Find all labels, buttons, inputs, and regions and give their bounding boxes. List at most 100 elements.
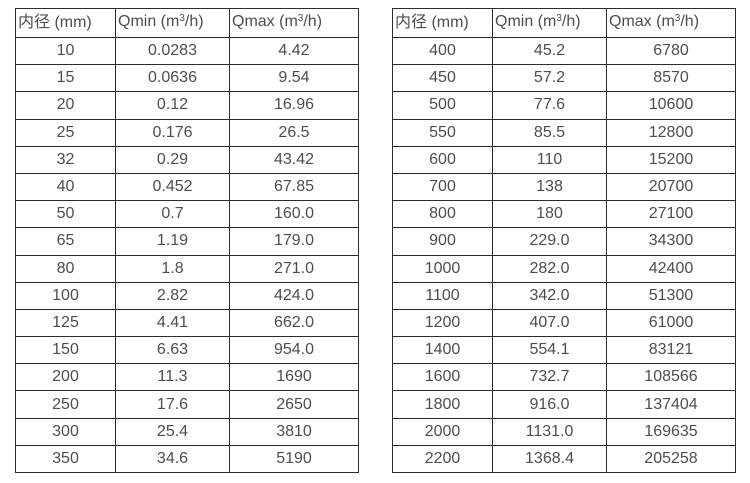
qmax-cell: 9.54 [229, 64, 359, 93]
qmax-cell: 67.85 [229, 172, 359, 202]
table-row: 40 0.452 67.85 [15, 172, 359, 202]
qmin-cell: 11.3 [115, 363, 230, 392]
table-row: 65 1.19 179.0 [15, 227, 359, 256]
header-qmin: Qmin (m3/h) [492, 8, 607, 38]
diameter-cell: 600 [392, 145, 493, 174]
table-row: 450 57.2 8570 [392, 64, 736, 93]
table-row: 1800 916.0 137404 [392, 390, 736, 419]
qmin-cell: 77.6 [492, 91, 607, 120]
qmin-cell: 45.2 [492, 36, 607, 66]
table-row: 700 138 20700 [392, 172, 736, 202]
qmin-cell: 554.1 [492, 336, 607, 365]
header-qmin-unit: /h) [561, 13, 581, 30]
table-row: 200 11.3 1690 [15, 363, 359, 392]
qmin-cell: 732.7 [492, 363, 607, 392]
qmin-cell: 85.5 [492, 118, 607, 147]
qmax-cell: 10600 [606, 91, 736, 120]
diameter-cell: 1800 [392, 390, 493, 419]
qmax-cell: 4.42 [229, 36, 359, 66]
header-diameter: 内径 (mm) [392, 8, 493, 38]
table-row: 1400 554.1 83121 [392, 336, 736, 365]
header-qmax-text: Qmax (m [232, 13, 298, 30]
header-qmin-unit: /h) [184, 13, 204, 30]
table-row: 300 25.4 3810 [15, 417, 359, 446]
qmin-cell: 0.452 [115, 172, 230, 202]
superscript-3: 3 [674, 13, 681, 24]
table-row: 1200 407.0 61000 [392, 308, 736, 338]
header-diameter: 内径 (mm) [15, 8, 116, 38]
diameter-cell: 32 [15, 145, 116, 174]
diameter-cell: 900 [392, 227, 493, 256]
qmin-cell: 138 [492, 172, 607, 202]
table-row: 10 0.0283 4.42 [15, 36, 359, 66]
qmax-cell: 205258 [606, 444, 736, 474]
qmax-cell: 954.0 [229, 336, 359, 365]
qmax-cell: 16.96 [229, 91, 359, 120]
table-row: 1100 342.0 51300 [392, 281, 736, 310]
table-row: 1000 282.0 42400 [392, 254, 736, 283]
qmax-cell: 15200 [606, 145, 736, 174]
diameter-cell: 1200 [392, 308, 493, 338]
diameter-cell: 150 [15, 336, 116, 365]
diameter-cell: 1000 [392, 254, 493, 283]
qmax-cell: 34300 [606, 227, 736, 256]
qmin-cell: 407.0 [492, 308, 607, 338]
diameter-cell: 1600 [392, 363, 493, 392]
table-row: 250 17.6 2650 [15, 390, 359, 419]
qmin-cell: 1368.4 [492, 444, 607, 474]
qmin-cell: 282.0 [492, 254, 607, 283]
qmax-cell: 662.0 [229, 308, 359, 338]
superscript-3: 3 [297, 13, 304, 24]
qmax-cell: 51300 [606, 281, 736, 310]
table-row: 600 110 15200 [392, 145, 736, 174]
header-qmin: Qmin (m3/h) [115, 8, 230, 38]
qmax-cell: 3810 [229, 417, 359, 446]
diameter-cell: 40 [15, 172, 116, 202]
header-qmax: Qmax (m3/h) [229, 8, 359, 38]
qmin-cell: 17.6 [115, 390, 230, 419]
flow-table-small-diameter: 内径 (mm) Qmin (m3/h) Qmax (m3/h) 10 0.0283… [15, 8, 359, 474]
qmin-cell: 916.0 [492, 390, 607, 419]
qmax-cell: 12800 [606, 118, 736, 147]
qmax-cell: 424.0 [229, 281, 359, 310]
qmax-cell: 26.5 [229, 118, 359, 147]
diameter-cell: 25 [15, 118, 116, 147]
table-row: 1600 732.7 108566 [392, 363, 736, 392]
diameter-cell: 550 [392, 118, 493, 147]
diameter-cell: 350 [15, 444, 116, 474]
qmax-cell: 1690 [229, 363, 359, 392]
table-row: 800 180 27100 [392, 200, 736, 229]
diameter-cell: 10 [15, 36, 116, 66]
qmax-cell: 20700 [606, 172, 736, 202]
diameter-cell: 500 [392, 91, 493, 120]
table-row: 550 85.5 12800 [392, 118, 736, 147]
diameter-cell: 1100 [392, 281, 493, 310]
diameter-cell: 700 [392, 172, 493, 202]
qmax-cell: 179.0 [229, 227, 359, 256]
qmin-cell: 4.41 [115, 308, 230, 338]
header-qmax-unit: /h) [303, 13, 323, 30]
table-header-row: 内径 (mm) Qmin (m3/h) Qmax (m3/h) [392, 8, 736, 38]
diameter-cell: 100 [15, 281, 116, 310]
qmax-cell: 271.0 [229, 254, 359, 283]
qmin-cell: 0.0636 [115, 64, 230, 93]
table-row: 500 77.6 10600 [392, 91, 736, 120]
qmin-cell: 0.176 [115, 118, 230, 147]
diameter-cell: 80 [15, 254, 116, 283]
qmax-cell: 83121 [606, 336, 736, 365]
table-header-row: 内径 (mm) Qmin (m3/h) Qmax (m3/h) [15, 8, 359, 38]
header-qmax-unit: /h) [680, 13, 700, 30]
qmin-cell: 229.0 [492, 227, 607, 256]
qmin-cell: 25.4 [115, 417, 230, 446]
superscript-3: 3 [179, 13, 185, 24]
qmax-cell: 6780 [606, 36, 736, 66]
qmax-cell: 5190 [229, 444, 359, 474]
diameter-cell: 400 [392, 36, 493, 66]
table-row: 80 1.8 271.0 [15, 254, 359, 283]
diameter-cell: 2200 [392, 444, 493, 474]
diameter-cell: 250 [15, 390, 116, 419]
diameter-cell: 1400 [392, 336, 493, 365]
header-qmin-text: Qmin (m [495, 13, 557, 30]
table-row: 32 0.29 43.42 [15, 145, 359, 174]
